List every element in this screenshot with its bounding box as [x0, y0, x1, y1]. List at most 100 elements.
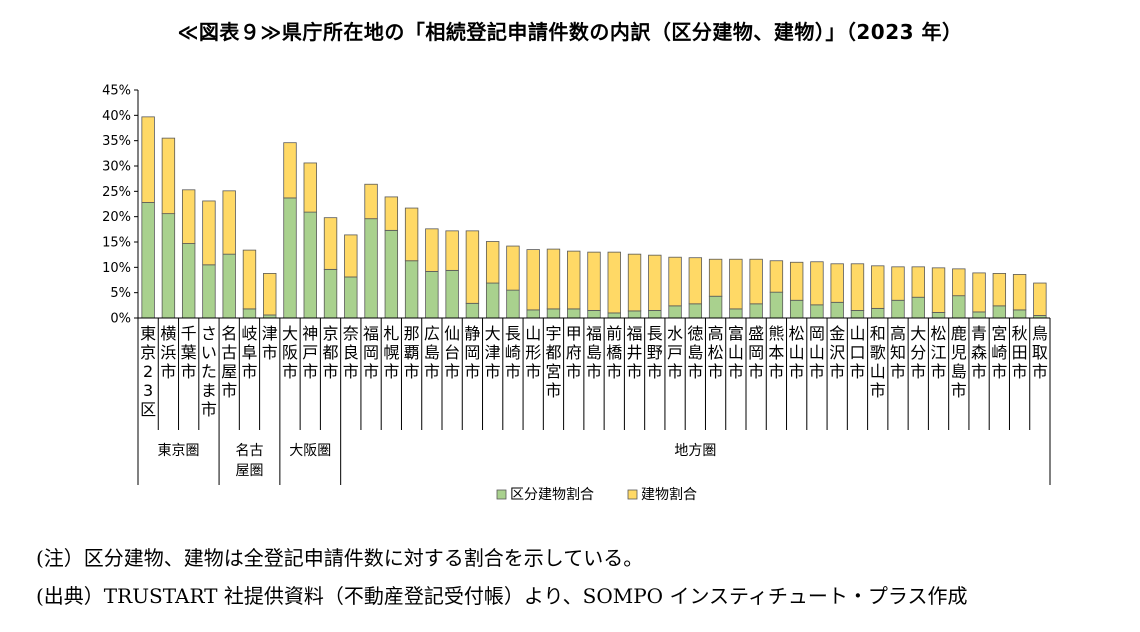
bar-tatemono [850, 263, 865, 311]
chart-title: ≪図表９≫県庁所在地の「相続登記申請件数の内訳（区分建物、建物）」（2023 年… [177, 20, 963, 44]
category-label-char: 3 [143, 381, 153, 400]
category-label-char: 千 [181, 324, 197, 343]
category-label-char: 甲 [566, 324, 582, 343]
bar-tatemono [425, 228, 439, 272]
bar-tatemono [789, 261, 804, 301]
category-label-char: 幌 [383, 343, 399, 362]
category-label-char: 高 [890, 324, 906, 343]
category-label-char: 岐 [241, 324, 257, 343]
category-label-char: 徳 [687, 324, 703, 343]
bar-tatemono [729, 258, 743, 310]
bar-kubun [708, 295, 723, 319]
bar-kubun [607, 312, 621, 319]
bar-kubun [222, 253, 236, 319]
category-label-char: 市 [505, 362, 521, 381]
y-tick-label: 0% [110, 312, 131, 327]
bar-kubun [485, 282, 500, 319]
chart-source: (出典）TRUSTART 社提供資料（不動産登記受付帳）より、SOMPO インス… [36, 584, 968, 608]
y-tick-label: 35% [102, 134, 131, 149]
category-label-char: 井 [627, 343, 643, 362]
category-label-char: 山 [525, 324, 541, 343]
category-label-char: 市 [606, 362, 622, 381]
bar-kubun [141, 202, 155, 319]
bar-tatemono [242, 249, 257, 310]
bar-tatemono [364, 183, 378, 220]
category-label-char: 本 [768, 343, 784, 362]
category-label-char: 奈 [343, 324, 359, 343]
bar-kubun [283, 197, 297, 319]
category-label-char: 市 [464, 362, 480, 381]
category-label-char: 福 [586, 324, 602, 343]
category-label-char: 札 [383, 324, 399, 343]
category-label-char: 浜 [160, 343, 176, 362]
bar-tatemono [931, 267, 946, 313]
bar-kubun [161, 213, 176, 319]
category-label-char: 市 [160, 362, 176, 381]
category-label-char: 市 [363, 362, 379, 381]
category-label-char: 市 [323, 362, 339, 381]
bar-tatemono [303, 162, 317, 213]
bar-tatemono [546, 248, 561, 310]
bar-tatemono [1012, 274, 1027, 311]
category-label-char: 秋 [1012, 324, 1028, 343]
bar-tatemono [222, 190, 236, 255]
bar-tatemono [465, 230, 480, 304]
category-label-char: 市 [627, 362, 643, 381]
bar-tatemono [648, 254, 662, 311]
bar-kubun [323, 268, 338, 319]
category-label-char: 富 [728, 324, 744, 343]
category-label-char: 都 [323, 343, 339, 362]
category-label-char: 岡 [464, 343, 480, 362]
category-label-char: 津 [485, 343, 501, 362]
category-label-char: 市 [566, 362, 582, 381]
bar-tatemono [485, 241, 500, 284]
category-label-char: 野 [647, 343, 663, 362]
group-label: 名古 [235, 443, 263, 459]
category-label-char: 市 [809, 362, 825, 381]
group-label: 大阪圏 [289, 443, 331, 459]
bar-tatemono [283, 142, 297, 199]
category-label-char: 知 [890, 343, 906, 362]
category-label-char: 市 [404, 362, 420, 381]
category-label-char: 覇 [404, 343, 420, 362]
y-tick-label: 15% [102, 236, 131, 251]
category-label-char: 熊 [768, 324, 784, 343]
category-label-char: 市 [241, 362, 257, 381]
category-label-char: 松 [789, 324, 805, 343]
bar-kubun [445, 269, 459, 319]
category-label-char: 金 [829, 324, 845, 343]
category-label-char: 市 [687, 362, 703, 381]
category-label-char: 市 [991, 362, 1007, 381]
bar-kubun [1012, 309, 1027, 319]
y-tick-label: 20% [102, 210, 131, 225]
category-label-char: 岡 [809, 324, 825, 343]
y-tick-label: 40% [102, 109, 131, 124]
bar-tatemono [810, 261, 824, 306]
category-label-char: 市 [201, 400, 217, 419]
bar-tatemono [263, 273, 277, 316]
category-label-char: 橋 [606, 343, 622, 362]
category-label-char: 大 [282, 324, 298, 343]
category-label-char: 岡 [363, 343, 379, 362]
category-label-char: 市 [931, 362, 947, 381]
category-label-char: 市 [748, 362, 764, 381]
chart-note: (注）区分建物、建物は全登記申請件数に対する割合を示している。 [36, 546, 644, 570]
category-label-char: 市 [890, 362, 906, 381]
category-label-char: 葉 [181, 343, 197, 362]
category-label-char: 鹿 [951, 324, 967, 343]
bar-tatemono [708, 258, 723, 297]
category-label-char: 松 [708, 343, 724, 362]
bar-tatemono [161, 137, 176, 215]
bar-tatemono [668, 256, 682, 307]
category-label-char: 市 [343, 362, 359, 381]
category-label-char: 都 [545, 343, 561, 362]
category-label-char: 松 [931, 324, 947, 343]
bar-tatemono [181, 189, 196, 244]
bar-tatemono [972, 272, 986, 313]
bar-kubun [546, 308, 561, 319]
category-label-char: 福 [363, 324, 379, 343]
category-label-char: 長 [505, 324, 521, 343]
category-label-char: 江 [931, 343, 947, 362]
category-label-char: 那 [404, 324, 420, 343]
